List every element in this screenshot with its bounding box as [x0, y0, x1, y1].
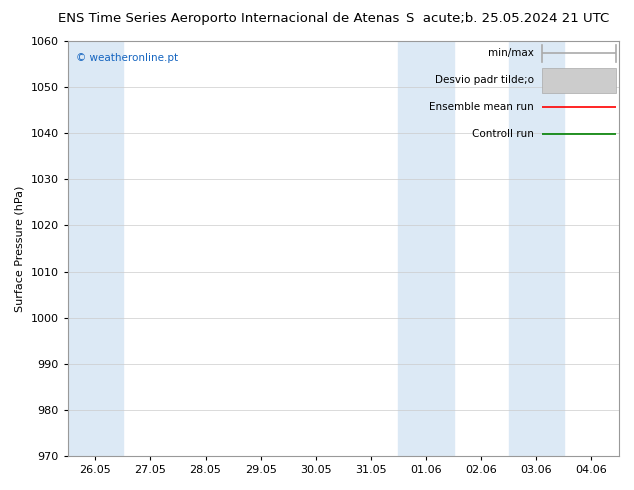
- Text: Desvio padr tilde;o: Desvio padr tilde;o: [434, 75, 534, 85]
- FancyBboxPatch shape: [542, 68, 616, 93]
- Text: © weatheronline.pt: © weatheronline.pt: [76, 53, 178, 64]
- Text: Controll run: Controll run: [472, 129, 534, 140]
- Text: min/max: min/max: [488, 49, 534, 58]
- Y-axis label: Surface Pressure (hPa): Surface Pressure (hPa): [15, 185, 25, 312]
- Text: ENS Time Series Aeroporto Internacional de Atenas: ENS Time Series Aeroporto Internacional …: [58, 12, 399, 25]
- Bar: [399, 41, 453, 456]
- Text: Ensemble mean run: Ensemble mean run: [429, 102, 534, 112]
- Text: S  acute;b. 25.05.2024 21 UTC: S acute;b. 25.05.2024 21 UTC: [406, 12, 609, 25]
- Bar: [508, 41, 564, 456]
- Bar: [68, 41, 123, 456]
